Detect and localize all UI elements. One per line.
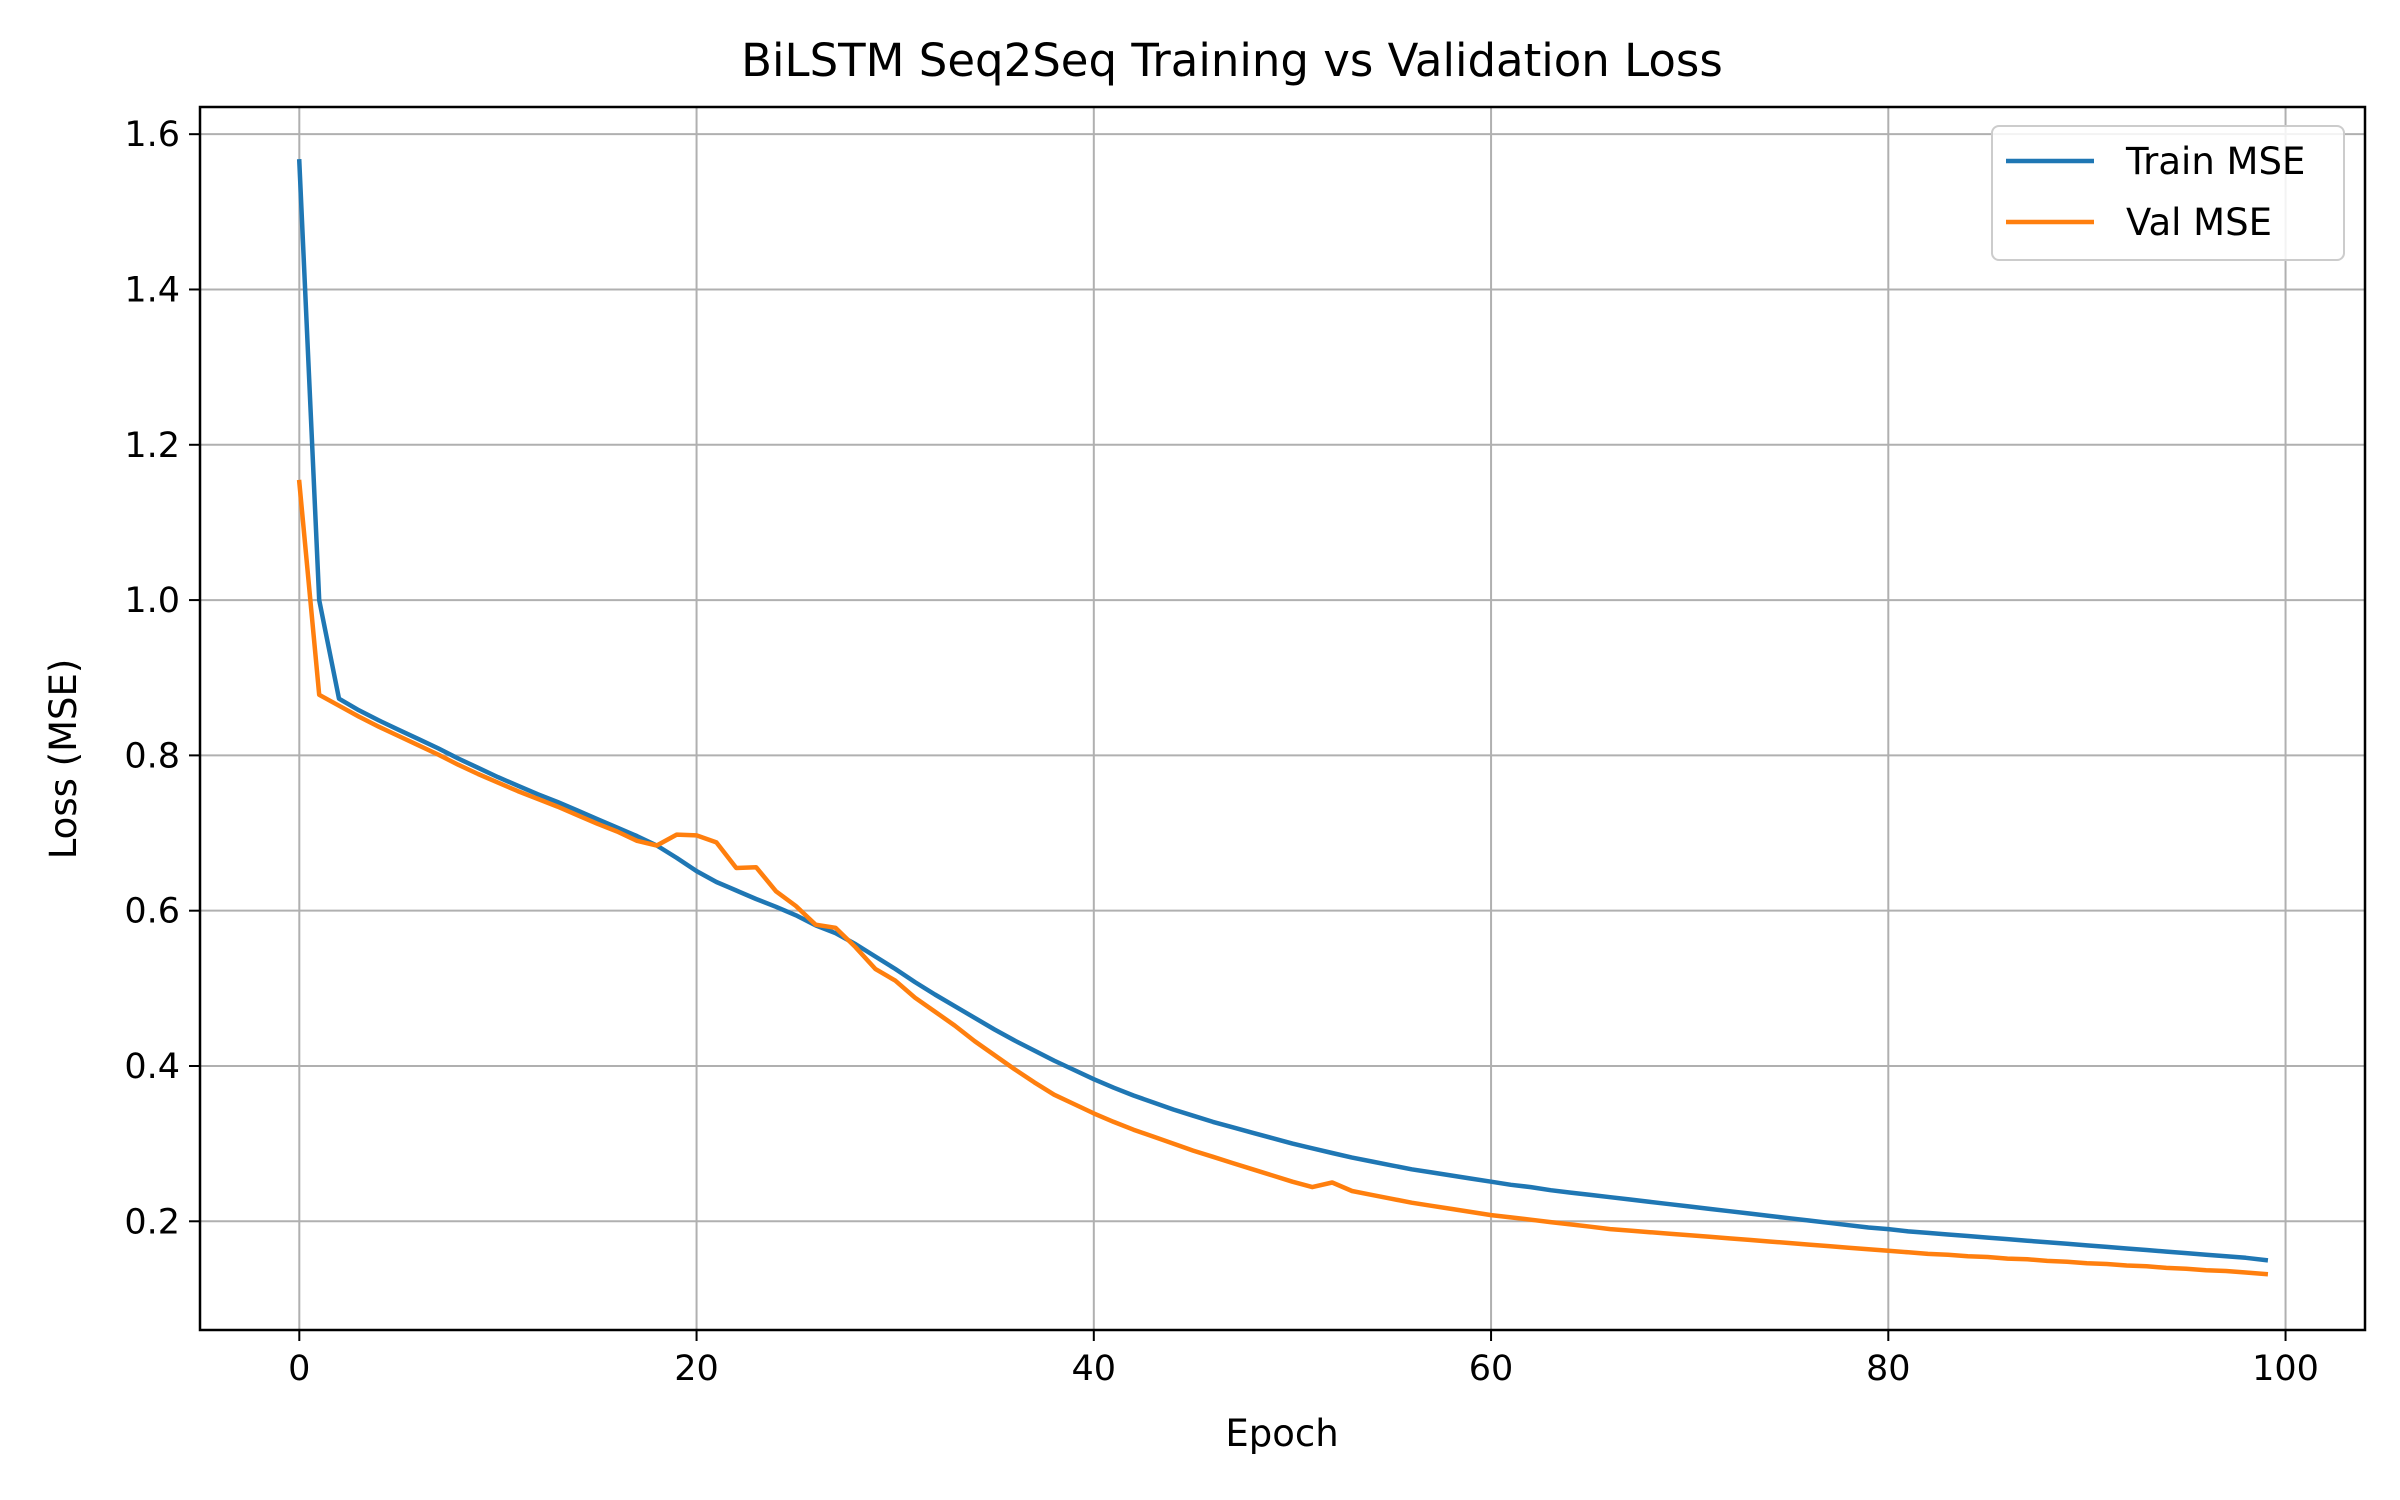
x-tick-label: 20 [674, 1349, 719, 1389]
x-tick-label: 40 [1072, 1349, 1117, 1389]
x-tick-label: 80 [1866, 1349, 1911, 1389]
y-tick-label: 0.4 [124, 1047, 180, 1087]
legend: Train MSE Val MSE [1991, 125, 2345, 261]
tick-layer: 0 20 40 60 80 100 0.2 0.4 0.6 0.8 1.0 1.2 1.4 1.6 [124, 115, 2319, 1389]
grid-layer [200, 107, 2365, 1330]
x-tick-label: 60 [1469, 1349, 1514, 1389]
legend-label-train: Train MSE [2125, 140, 2305, 183]
plot-frame [198, 105, 2367, 1332]
y-tick-label: 1.4 [124, 270, 180, 310]
chart-title: BiLSTM Seq2Seq Training vs Validation Lo… [741, 34, 1723, 87]
y-tick-label: 0.8 [124, 736, 180, 776]
x-tick-label: 100 [2252, 1349, 2319, 1389]
y-tick-label: 0.2 [124, 1202, 180, 1242]
y-axis-label: Loss (MSE) [42, 659, 85, 860]
y-tick-label: 1.2 [124, 426, 180, 466]
y-tick-label: 1.0 [124, 581, 180, 621]
x-axis-label: Epoch [1225, 1412, 1338, 1455]
val-mse-line [296, 479, 2269, 1277]
legend-label-val: Val MSE [2126, 201, 2272, 244]
x-tick-label: 0 [288, 1349, 310, 1389]
y-tick-label: 0.6 [124, 892, 180, 932]
series-layer [296, 159, 2269, 1277]
train-mse-line [296, 159, 2269, 1263]
y-tick-label: 1.6 [124, 115, 180, 155]
